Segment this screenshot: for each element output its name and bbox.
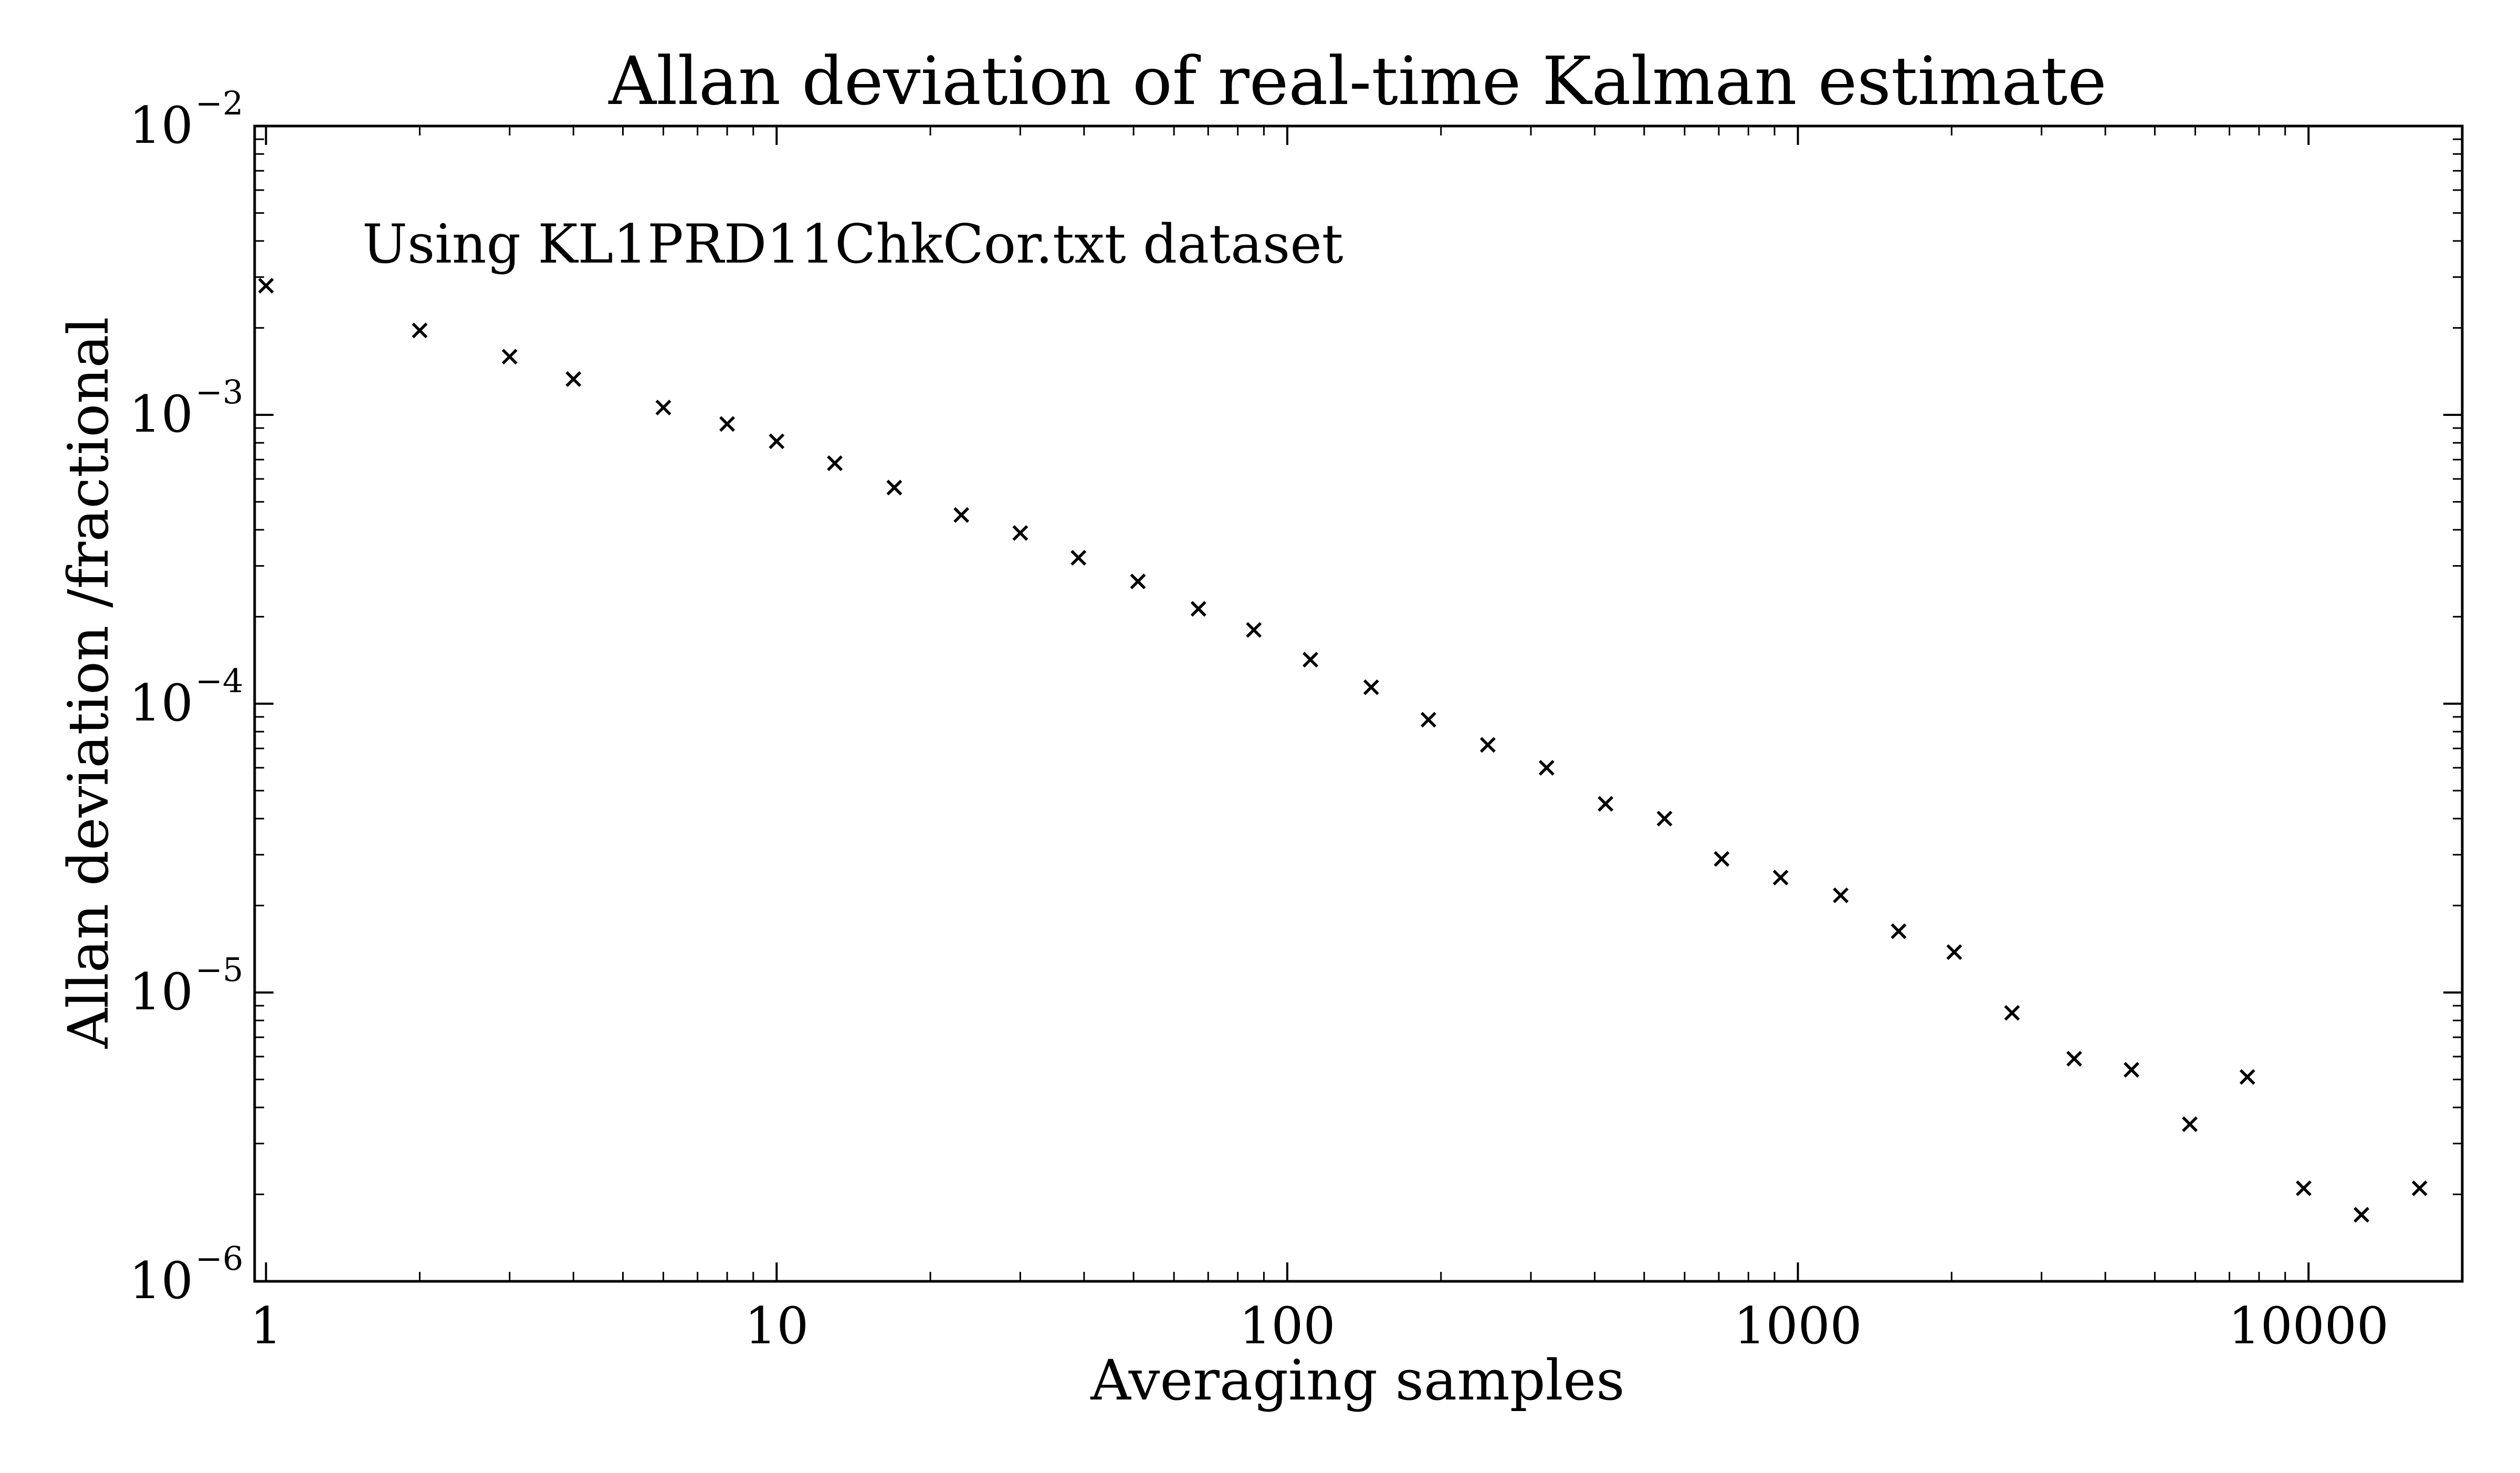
x-tick-label: 100 (1239, 1297, 1335, 1355)
data-point (1012, 525, 1028, 541)
data-point (1246, 622, 1262, 638)
data-point (258, 278, 274, 294)
y-tick-label: 10 −3 (129, 373, 244, 444)
data-point (2123, 1062, 2139, 1078)
y-tick-label: 10 −2 (129, 84, 244, 155)
minor-ticks (255, 126, 2462, 1281)
data-point (2239, 1069, 2255, 1085)
data-point (2411, 1180, 2428, 1196)
y-tick-label: 10 −5 (129, 950, 244, 1021)
x-tick-label: 1 (250, 1297, 282, 1355)
plot-frame (253, 124, 2464, 1283)
major-ticks (255, 125, 2462, 1282)
data-point (2004, 1005, 2020, 1021)
y-axis-label: Allan deviation /fractional (56, 317, 121, 1049)
y-tick-exponent: −4 (195, 662, 243, 700)
y-tick-base: 10 (129, 963, 193, 1021)
y-tick-exponent: −5 (195, 950, 243, 989)
data-point (1714, 851, 1730, 867)
data-point (1363, 679, 1379, 695)
y-tick-label: 10 −4 (129, 662, 244, 733)
y-tick-label: 10 −6 (129, 1239, 244, 1310)
x-tick-label: 10 (744, 1297, 808, 1355)
data-point (1833, 887, 1849, 903)
data-point (2354, 1207, 2369, 1223)
data-point (827, 455, 843, 472)
y-tick-base: 10 (129, 96, 193, 155)
y-tick-exponent: −3 (195, 373, 243, 411)
y-tick-base: 10 (129, 385, 193, 444)
data-point (565, 371, 582, 387)
y-tick-exponent: −2 (195, 84, 243, 122)
y-tick-exponent: −6 (195, 1239, 243, 1278)
y-tick-base: 10 (129, 1251, 193, 1310)
data-point (1303, 652, 1318, 668)
data-point (886, 479, 902, 496)
data-points (258, 278, 2428, 1223)
data-point (2296, 1180, 2312, 1196)
y-tick-labels: 10−210−310−410−510−6 (129, 84, 244, 1310)
data-point (953, 507, 970, 523)
x-axis-label: Averaging samples (1090, 1348, 1624, 1413)
x-tick-labels: 1 10 100 1000 10000 (250, 1297, 2389, 1355)
data-point (1538, 760, 1555, 776)
data-point (769, 433, 785, 450)
x-tick-label: 10000 (2229, 1297, 2389, 1355)
data-point (501, 349, 518, 365)
dataset-annotation: Using KL1PRD11ChkCor.txt dataset (362, 213, 1343, 276)
chart-title: Allan deviation of real-time Kalman esti… (608, 43, 2106, 120)
data-point (1479, 737, 1496, 753)
data-point (1891, 923, 1907, 939)
data-point (655, 400, 671, 416)
data-point (1656, 810, 1673, 827)
data-point (2182, 1116, 2198, 1132)
data-point (1130, 573, 1146, 590)
data-point (1598, 796, 1614, 812)
data-point (412, 322, 428, 339)
data-point (2066, 1051, 2082, 1067)
data-point (719, 416, 735, 432)
plot-area (253, 124, 2464, 1283)
y-tick-base: 10 (129, 674, 193, 733)
data-point (1070, 550, 1087, 566)
x-tick-label: 1000 (1734, 1297, 1862, 1355)
data-point (1946, 944, 1962, 960)
data-point (1772, 870, 1789, 886)
data-point (1420, 712, 1436, 728)
data-point (1190, 601, 1206, 617)
